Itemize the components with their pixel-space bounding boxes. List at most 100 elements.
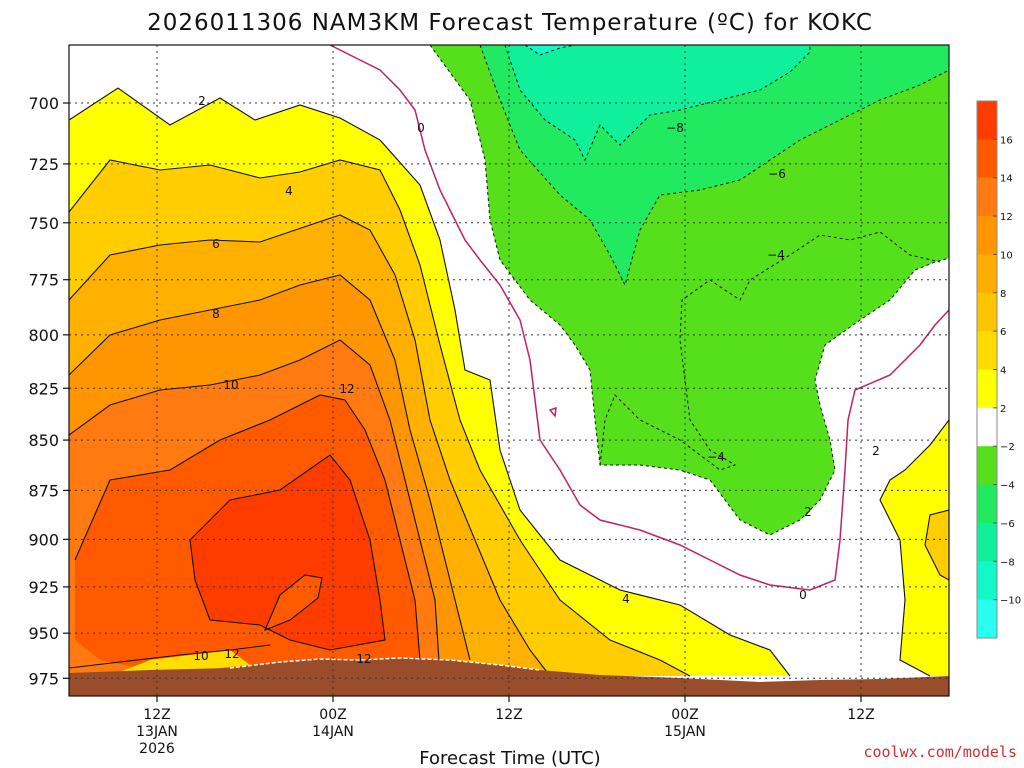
contour-label: 4 xyxy=(622,592,630,606)
contour-label: 8 xyxy=(212,307,220,321)
y-tick-label: 725 xyxy=(28,155,59,174)
contour-right-4 xyxy=(924,509,949,581)
contour-label: 2 xyxy=(872,444,880,458)
band-right-4-6 xyxy=(925,510,949,580)
contour-10 xyxy=(69,339,441,677)
contour-4 xyxy=(69,159,691,677)
colorbar-swatch xyxy=(977,561,997,601)
colorbar-label: −4 xyxy=(1000,481,1015,492)
y-tick-label: 775 xyxy=(28,271,59,290)
contour-label: 12 xyxy=(339,382,354,396)
x-tick-date: 15JAN xyxy=(664,724,706,740)
y-tick-label: 900 xyxy=(28,530,59,549)
band-right-2-4 xyxy=(880,420,949,676)
y-tick-label: 975 xyxy=(28,669,59,688)
contour-label: 2 xyxy=(198,94,206,108)
contour-label: −4 xyxy=(767,248,785,262)
y-tick-label: 925 xyxy=(28,578,59,597)
contour-label: 12 xyxy=(356,652,371,666)
colorbar-label: −2 xyxy=(1000,442,1015,453)
contour-m6 xyxy=(479,45,949,287)
contour-0-blob xyxy=(548,406,557,418)
colorbar-label: 12 xyxy=(1000,212,1013,223)
contour-6 xyxy=(69,214,551,677)
colorbar-swatch xyxy=(977,369,997,409)
grid xyxy=(69,45,949,696)
colorbar-swatch xyxy=(977,522,997,562)
zero-isotherm xyxy=(329,45,949,591)
colorbar-label: 8 xyxy=(1000,289,1006,300)
band-m6-m8 xyxy=(505,45,810,160)
contour-label: 4 xyxy=(285,184,293,198)
contour-label: 10 xyxy=(223,378,238,392)
y-tick-label: 800 xyxy=(28,326,59,345)
x-tick-label: 12Z xyxy=(847,707,874,723)
band-near-surface xyxy=(120,650,250,672)
x-axis-label: Forecast Time (UTC) xyxy=(419,748,600,768)
contour-labels: 2 0 4 6 8 10 12 10 12 12 −8 −6 −4 −4 2 0 4 2 xyxy=(193,94,879,666)
y-axis: 700 725 750 775 800 825 850 875 900 925 950 975 xyxy=(28,94,69,688)
colorbar-label: 6 xyxy=(1000,327,1006,338)
contour-island xyxy=(263,574,323,632)
colorbar-swatch xyxy=(977,484,997,524)
y-tick-label: 825 xyxy=(28,379,59,398)
x-tick-date: 13JAN xyxy=(136,724,178,740)
x-tick-year: 2026 xyxy=(139,741,175,757)
colorbar-label: −6 xyxy=(1000,519,1015,530)
contour-label: −6 xyxy=(768,167,786,181)
y-tick-label: 700 xyxy=(28,94,59,113)
contour-m2 xyxy=(429,45,949,536)
contour-label: 0 xyxy=(417,121,425,135)
contour-near-surface xyxy=(69,644,271,669)
contour-12 xyxy=(74,394,421,661)
colorbar-label: 2 xyxy=(1000,404,1006,415)
band-m8-m10 xyxy=(525,45,575,55)
contour-label: −4 xyxy=(707,450,725,464)
x-tick-label: 00Z xyxy=(319,707,346,723)
contour-right-2 xyxy=(879,419,949,677)
colorbar: 16 14 12 10 8 6 4 2 −2 −4 −6 −8 −10 xyxy=(976,100,1021,639)
x-tick-label: 12Z xyxy=(495,707,522,723)
credit-link[interactable]: coolwx.com/models xyxy=(863,743,1017,761)
contour-label: 2 xyxy=(804,505,812,519)
ground-edge xyxy=(229,657,541,671)
colorbar-swatch xyxy=(977,254,997,294)
contour-label: 6 xyxy=(212,237,220,251)
contour-m8 xyxy=(504,45,811,162)
island-12-14 xyxy=(265,575,322,630)
colorbar-swatch xyxy=(977,407,997,447)
x-tick-label: 12Z xyxy=(143,707,170,723)
x-tick-date: 14JAN xyxy=(312,724,354,740)
colorbar-label: −10 xyxy=(1000,596,1021,607)
contour-label: −8 xyxy=(666,121,684,135)
contour-label: 12 xyxy=(224,647,239,661)
colorbar-swatch xyxy=(977,446,997,486)
colorbar-label: 14 xyxy=(1000,174,1013,185)
contour-0-left xyxy=(329,45,949,591)
contour-m4 xyxy=(599,231,941,471)
colorbar-swatch xyxy=(977,292,997,332)
y-tick-label: 875 xyxy=(28,481,59,500)
colorbar-swatch xyxy=(977,599,997,639)
chart-title: 2026011306 NAM3KM Forecast Temperature (… xyxy=(147,10,873,36)
colorbar-swatch xyxy=(977,177,997,217)
colorbar-swatch xyxy=(977,216,997,255)
colorbar-label: 10 xyxy=(1000,250,1013,261)
colorbar-label: 16 xyxy=(1000,135,1013,146)
y-tick-label: 750 xyxy=(28,214,59,233)
contour-8 xyxy=(69,274,471,661)
colorbar-swatch xyxy=(977,101,997,140)
colorbar-label: −8 xyxy=(1000,557,1015,568)
negative-contours xyxy=(429,45,949,536)
contour-14 xyxy=(189,454,386,651)
y-tick-label: 950 xyxy=(28,624,59,643)
contour-lines xyxy=(69,87,949,677)
plot-area: 2 0 4 6 8 10 12 10 12 12 −8 −6 −4 −4 2 0 4 2 xyxy=(69,45,949,696)
x-tick-label: 00Z xyxy=(671,707,698,723)
band-14-16 xyxy=(190,455,385,650)
contour-label: 10 xyxy=(193,649,208,663)
colorbar-swatch xyxy=(977,139,997,179)
contour-2 xyxy=(69,87,791,677)
